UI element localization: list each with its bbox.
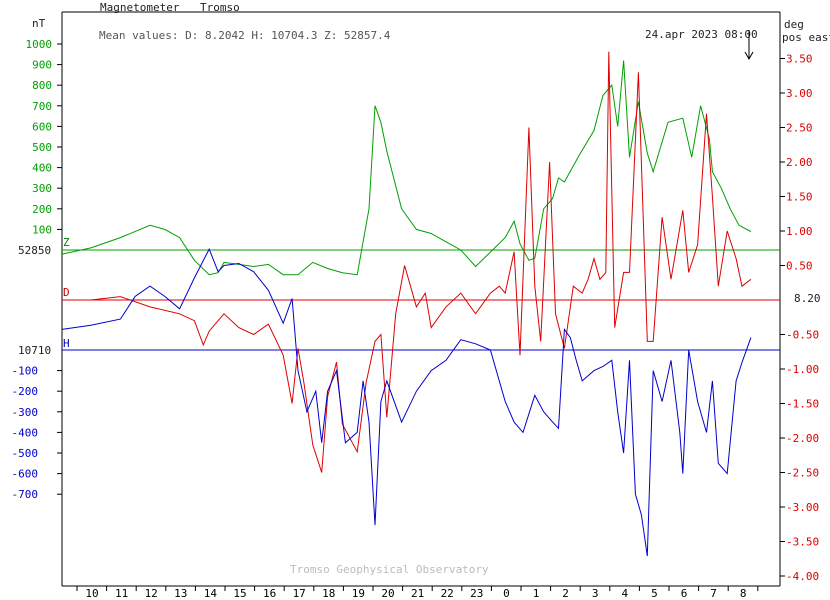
right-unit-label-deg: deg — [784, 18, 804, 31]
h-tick-label: -100 — [12, 365, 39, 378]
x-tick-label: 0 — [503, 587, 510, 600]
x-tick-label: 7 — [710, 587, 717, 600]
x-tick-label: 14 — [204, 587, 218, 600]
x-tick-label: 11 — [115, 587, 128, 600]
d-tick-label: -0.50 — [786, 329, 819, 342]
z-tick-label: 300 — [32, 182, 52, 195]
z-tick-label: 1000 — [26, 38, 53, 51]
x-tick-label: 13 — [174, 587, 187, 600]
z-tick-label: 500 — [32, 141, 52, 154]
instrument-label: Magnetometer — [100, 1, 180, 14]
x-tick-label: 4 — [621, 587, 628, 600]
z-tick-label: 600 — [32, 120, 52, 133]
d-tick-label: -2.50 — [786, 467, 819, 480]
z-series-label: Z — [63, 236, 70, 249]
x-tick-label: 21 — [411, 587, 424, 600]
d-tick-label: -4.00 — [786, 570, 819, 583]
d-tick-label: -2.00 — [786, 432, 819, 445]
d-tick-label: -3.50 — [786, 536, 819, 549]
left-unit-label: nT — [32, 17, 46, 30]
d-tick-label: 1.00 — [786, 225, 813, 238]
series-z-line — [61, 60, 752, 276]
x-tick-label: 16 — [263, 587, 276, 600]
x-tick-label: 2 — [562, 587, 569, 600]
h-tick-label: -500 — [12, 447, 39, 460]
d-tick-label: 0.50 — [786, 260, 813, 273]
timestamp-label: 24.apr 2023 08:00 — [645, 28, 758, 41]
d-tick-label: 1.50 — [786, 191, 813, 204]
right-axis-ticks: 3.50 3.00 2.50 2.00 1.50 1.00 0.50 -0.50 -1.00 -1… — [780, 53, 819, 583]
x-tick-label: 10 — [85, 587, 98, 600]
z-tick-label: 400 — [32, 162, 52, 175]
x-tick-label: 19 — [352, 587, 365, 600]
d-tick-label: -1.50 — [786, 398, 819, 411]
h-tick-label: -400 — [12, 426, 39, 439]
x-tick-label: 18 — [322, 587, 335, 600]
d-tick-label: 3.50 — [786, 53, 813, 66]
right-unit-label-poseast: pos east — [782, 31, 830, 44]
x-tick-label: 22 — [441, 587, 454, 600]
d-baseline-value: 8.20 — [794, 292, 821, 305]
d-tick-label: 2.00 — [786, 156, 813, 169]
d-tick-label: -1.00 — [786, 363, 819, 376]
h-tick-label: -200 — [12, 385, 39, 398]
h-tick-label: -700 — [12, 488, 39, 501]
d-tick-label: 2.50 — [786, 122, 813, 135]
d-series-label: D — [63, 286, 70, 299]
z-tick-label: 200 — [32, 203, 52, 216]
x-tick-label: 5 — [651, 587, 658, 600]
z-baseline-value: 52850 — [18, 244, 51, 257]
x-tick-label: 15 — [233, 587, 246, 600]
h-baseline-value: 10710 — [18, 344, 51, 357]
z-tick-label: 700 — [32, 100, 52, 113]
x-tick-label: 20 — [381, 587, 394, 600]
x-tick-label: 3 — [592, 587, 599, 600]
d-tick-label: -3.00 — [786, 501, 819, 514]
x-tick-label: 23 — [470, 587, 483, 600]
watermark-text: Tromso Geophysical Observatory — [290, 563, 489, 576]
h-tick-label: -600 — [12, 468, 39, 481]
x-tick-label: 12 — [145, 587, 158, 600]
z-tick-label: 800 — [32, 79, 52, 92]
current-time-arrow-icon — [744, 30, 754, 61]
station-label: Tromso — [200, 1, 240, 14]
h-tick-label: -300 — [12, 406, 39, 419]
z-tick-label: 900 — [32, 59, 52, 72]
series-h-line — [61, 247, 752, 557]
z-tick-label: 100 — [32, 223, 52, 236]
x-tick-label: 17 — [293, 587, 306, 600]
x-axis-ticks: 10 11 12 13 14 15 16 17 18 19 20 21 22 23 0 1 2 3 4 5 6 7 8 — [76, 586, 759, 600]
mean-values-label: Mean values: D: 8.2042 H: 10704.3 Z: 528… — [99, 29, 391, 42]
x-tick-label: 6 — [681, 587, 688, 600]
x-tick-label: 8 — [740, 587, 747, 600]
h-series-label: H — [63, 337, 70, 350]
d-tick-label: 3.00 — [786, 87, 813, 100]
x-tick-label: 1 — [533, 587, 540, 600]
series-d-line — [62, 51, 752, 473]
left-axis-ticks: 1000 900 800 700 600 500 400 300 200 100 -100 -200 -… — [12, 38, 62, 501]
